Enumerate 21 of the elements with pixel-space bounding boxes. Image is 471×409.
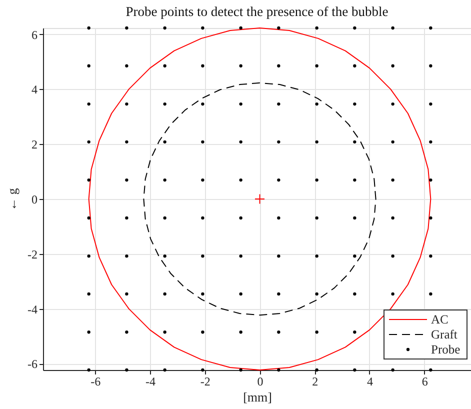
y-tick-label: -2 (28, 247, 38, 262)
x-tick-label: -4 (146, 374, 156, 388)
x-tick-label: 6 (422, 374, 428, 388)
x-tick-label: -6 (90, 374, 101, 388)
x-tick-label: 4 (366, 374, 373, 388)
chart-title: Probe points to detect the presence of the bubble (126, 4, 388, 19)
line-series (143, 82, 376, 316)
x-axis-title: [mm] (243, 390, 272, 404)
y-tick-label: -6 (28, 357, 38, 372)
x-tick-label: -2 (200, 374, 210, 388)
x-tick-label: 0 (257, 374, 264, 388)
y-tick-label: 2 (32, 138, 38, 152)
y-tick-label: -4 (28, 302, 38, 316)
legend-label: AC (431, 312, 448, 326)
legend-label: Probe (431, 342, 461, 356)
y-axis-title: ← g (4, 188, 20, 211)
legend-label: Graft (431, 328, 458, 342)
x-tick-label: 2 (312, 374, 318, 388)
y-tick-label: 0 (32, 192, 38, 206)
y-tick-label: 6 (32, 28, 38, 42)
y-tick-label: 4 (32, 82, 38, 97)
